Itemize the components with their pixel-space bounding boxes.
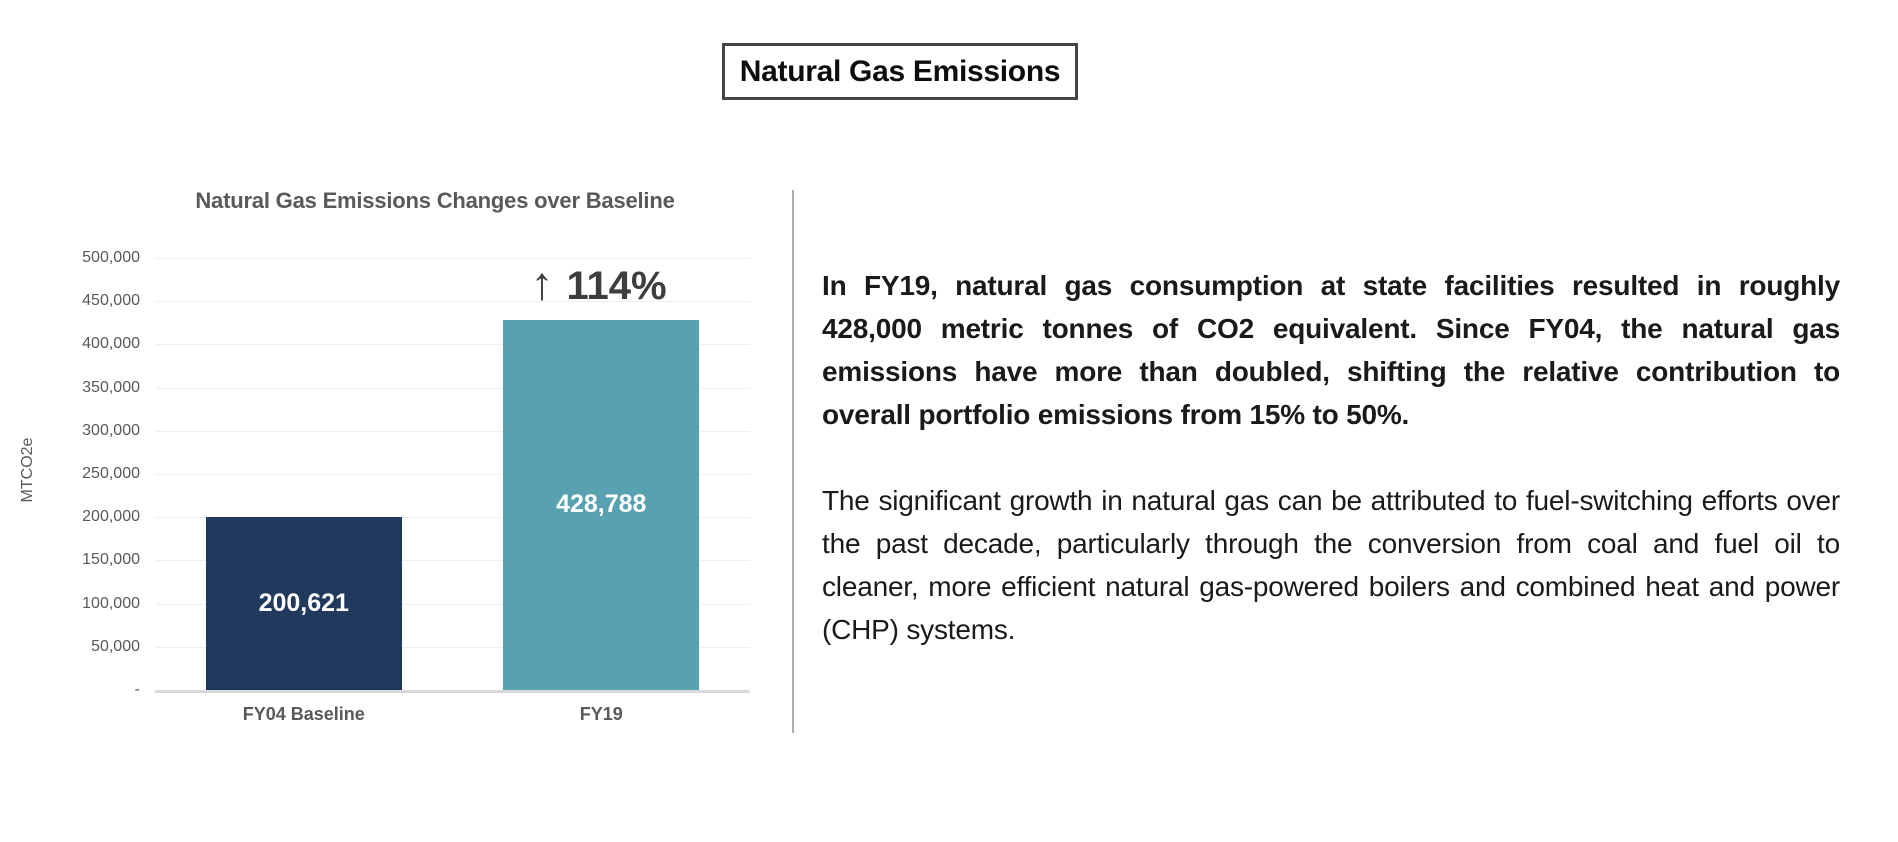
gridline (155, 387, 750, 389)
y-tick-label: 50,000 (91, 637, 140, 655)
y-axis-title: MTCO2e (19, 437, 36, 503)
x-tick-label: FY04 Baseline (242, 704, 365, 724)
bar-fy04-baseline: 200,621 (205, 516, 402, 690)
y-axis-labels: - 50,000 100,000 150,000 200,000 250,000 300,0… (40, 249, 140, 698)
increase-annotation: ↑ 114% (530, 256, 667, 309)
gridline (155, 646, 750, 648)
y-tick-label: 500,000 (82, 249, 140, 266)
bar-fy19: 428,788 (503, 319, 700, 690)
gridline (155, 301, 750, 303)
vertical-divider (792, 190, 794, 733)
gridline (155, 258, 750, 259)
y-tick-label: 250,000 (82, 465, 140, 482)
y-tick-label: 150,000 (82, 551, 140, 569)
gridline (155, 474, 750, 475)
gridline (155, 560, 750, 562)
summary-text-panel: In FY19, natural gas consumption at stat… (822, 264, 1840, 651)
summary-paragraph-1: In FY19, natural gas consumption at stat… (822, 270, 1840, 430)
gridline (155, 430, 750, 432)
y-tick-label: 400,000 (82, 335, 140, 353)
gridline (155, 517, 750, 519)
y-tick-label: 100,000 (82, 594, 140, 612)
chart-title: Natural Gas Emissions Changes over Basel… (195, 188, 675, 213)
annotation-value: 114% (566, 263, 667, 308)
gridline (155, 344, 750, 346)
bar-value-label: 200,621 (258, 588, 349, 617)
y-tick-label: 300,000 (82, 421, 140, 439)
y-tick-label: 450,000 (82, 292, 140, 310)
page-title-box: Natural Gas Emissions (722, 43, 1078, 100)
page-title: Natural Gas Emissions (739, 54, 1061, 88)
summary-paragraph-2: The significant growth in natural gas ca… (822, 485, 1840, 645)
plot-area: 200,621 FY04 Baseline 428,788 FY19 ↑ 114% (155, 256, 750, 724)
bar-value-label: 428,788 (556, 490, 647, 519)
y-tick-label: 200,000 (82, 508, 140, 526)
y-tick-label: 350,000 (82, 378, 140, 396)
x-tick-label: FY19 (579, 704, 623, 724)
gridline (155, 603, 750, 605)
y-tick-label: - (134, 681, 140, 698)
up-arrow-icon: ↑ (530, 256, 554, 309)
